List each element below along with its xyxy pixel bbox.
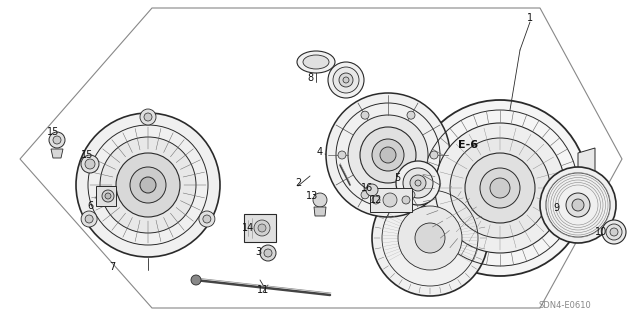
Circle shape (610, 228, 618, 236)
Circle shape (566, 193, 590, 217)
Text: E-6: E-6 (458, 140, 478, 150)
Circle shape (258, 224, 266, 232)
Circle shape (360, 127, 416, 183)
Circle shape (435, 123, 565, 253)
Text: 10: 10 (595, 227, 607, 237)
Circle shape (49, 132, 65, 148)
Text: 15: 15 (81, 150, 93, 160)
Text: 3: 3 (255, 247, 261, 257)
Circle shape (361, 191, 369, 199)
Circle shape (430, 151, 438, 159)
Circle shape (412, 100, 588, 276)
Text: 11: 11 (257, 285, 269, 295)
Polygon shape (51, 149, 63, 158)
Circle shape (105, 193, 111, 199)
Circle shape (203, 215, 211, 223)
Circle shape (313, 193, 327, 207)
Circle shape (140, 109, 156, 125)
Text: 9: 9 (553, 203, 559, 213)
Circle shape (396, 161, 440, 205)
Circle shape (415, 180, 421, 186)
Circle shape (339, 73, 353, 87)
Circle shape (264, 249, 272, 257)
Circle shape (380, 147, 396, 163)
Circle shape (85, 215, 93, 223)
Circle shape (81, 211, 97, 227)
Text: 2: 2 (295, 178, 301, 188)
Text: 7: 7 (109, 262, 115, 272)
Circle shape (372, 180, 488, 296)
Polygon shape (578, 148, 595, 228)
Text: 14: 14 (242, 223, 254, 233)
Circle shape (116, 153, 180, 217)
Circle shape (372, 196, 380, 204)
Circle shape (366, 184, 378, 196)
Text: 12: 12 (370, 195, 382, 205)
Circle shape (407, 191, 415, 199)
Text: 13: 13 (306, 191, 318, 201)
Circle shape (328, 62, 364, 98)
Circle shape (326, 93, 450, 217)
Circle shape (450, 138, 550, 238)
Circle shape (540, 167, 616, 243)
Circle shape (398, 206, 462, 270)
Circle shape (76, 113, 220, 257)
Circle shape (85, 159, 95, 169)
Circle shape (53, 136, 61, 144)
Polygon shape (96, 186, 116, 206)
Ellipse shape (297, 51, 335, 73)
Polygon shape (314, 207, 326, 216)
Circle shape (361, 111, 369, 119)
Circle shape (260, 245, 276, 261)
Circle shape (199, 211, 215, 227)
Circle shape (465, 153, 535, 223)
Ellipse shape (303, 55, 329, 69)
Circle shape (602, 220, 626, 244)
Text: 5: 5 (394, 173, 400, 183)
Text: 1: 1 (527, 13, 533, 23)
Circle shape (338, 151, 346, 159)
Circle shape (140, 177, 156, 193)
Polygon shape (244, 214, 276, 242)
Circle shape (348, 115, 428, 195)
Circle shape (343, 77, 349, 83)
Circle shape (254, 220, 270, 236)
Circle shape (410, 175, 426, 191)
Circle shape (415, 223, 445, 253)
Text: 15: 15 (47, 127, 59, 137)
Circle shape (81, 155, 99, 173)
Text: 4: 4 (317, 147, 323, 157)
Circle shape (144, 113, 152, 121)
Text: 6: 6 (87, 201, 93, 211)
Polygon shape (370, 188, 412, 212)
Circle shape (402, 196, 410, 204)
Circle shape (383, 193, 397, 207)
Circle shape (606, 224, 622, 240)
Circle shape (403, 168, 433, 198)
Text: 8: 8 (307, 73, 313, 83)
Text: SDN4-E0610: SDN4-E0610 (539, 301, 591, 310)
Circle shape (372, 139, 404, 171)
Circle shape (102, 190, 114, 202)
Circle shape (130, 167, 166, 203)
Polygon shape (20, 8, 622, 308)
Circle shape (100, 137, 196, 233)
Circle shape (407, 111, 415, 119)
Circle shape (191, 275, 201, 285)
Circle shape (480, 168, 520, 208)
Circle shape (572, 199, 584, 211)
Text: 16: 16 (361, 183, 373, 193)
Circle shape (490, 178, 510, 198)
Circle shape (333, 67, 359, 93)
